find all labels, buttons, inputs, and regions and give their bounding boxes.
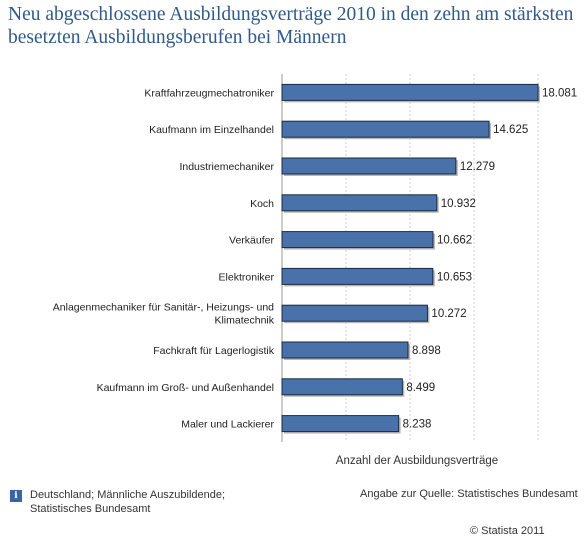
- bar-chart: 18.081 Kraftfahrzeugmechatroniker 14.625 Ka…: [0, 70, 585, 450]
- value-label-6: 10.272: [431, 308, 466, 320]
- footer: i Deutschland; Männliche Auszubildende; …: [0, 480, 585, 540]
- category-label-3: Koch: [250, 198, 274, 210]
- value-label-0: 18.081: [542, 87, 577, 99]
- value-label-4: 10.662: [437, 235, 472, 247]
- bar-2: [281, 157, 457, 175]
- value-label-3: 10.932: [441, 198, 476, 210]
- category-label-2: Industriemechaniker: [179, 161, 274, 173]
- category-label-8: Kaufmann im Groß- und Außenhandel: [97, 382, 274, 394]
- category-label-4: Verkäufer: [229, 235, 274, 247]
- value-label-7: 8.898: [412, 345, 441, 357]
- category-label-6-1: Klimatechnik: [214, 315, 274, 327]
- chart-title: Neu abgeschlossene Ausbildungsverträge 2…: [8, 4, 574, 48]
- source-text: Angabe zur Quelle: Statistisches Bundesa…: [360, 488, 578, 500]
- bar-7: [281, 341, 409, 359]
- value-label-8: 8.499: [406, 382, 435, 394]
- value-label-1: 14.625: [493, 124, 528, 136]
- footer-note: Deutschland; Männliche Auszubildende; St…: [30, 488, 230, 516]
- info-icon[interactable]: i: [10, 490, 22, 502]
- bar-3: [281, 194, 438, 212]
- value-label-9: 8.238: [403, 419, 432, 431]
- chart-svg: 18.081 Kraftfahrzeugmechatroniker 14.625 Ka…: [53, 74, 577, 442]
- category-label-5: Elektroniker: [219, 271, 275, 283]
- bar-6: [281, 304, 428, 322]
- footer-note-line1: Deutschland; Männliche Auszubildende;: [30, 489, 226, 501]
- bar-1: [281, 120, 490, 138]
- category-label-9: Maler und Lackierer: [181, 419, 274, 431]
- bar-4: [281, 231, 434, 249]
- bar-5: [281, 267, 434, 285]
- value-label-5: 10.653: [437, 271, 472, 283]
- category-label-6-0: Anlagenmechaniker für Sanitär-, Heizungs…: [53, 302, 274, 314]
- value-label-2: 12.279: [460, 161, 495, 173]
- category-label-1: Kaufmann im Einzelhandel: [149, 124, 274, 136]
- category-label-7: Fachkraft für Lagerlogistik: [153, 345, 275, 357]
- footer-note-line2: Statistisches Bundesamt: [30, 503, 151, 515]
- x-axis-label: Anzahl der Ausbildungsverträge: [335, 455, 499, 467]
- bar-9: [281, 415, 400, 433]
- bar-8: [281, 378, 403, 396]
- bar-0: [281, 83, 539, 101]
- category-label-0: Kraftfahrzeugmechatroniker: [144, 87, 274, 99]
- copyright-text: © Statista 2011: [470, 525, 545, 537]
